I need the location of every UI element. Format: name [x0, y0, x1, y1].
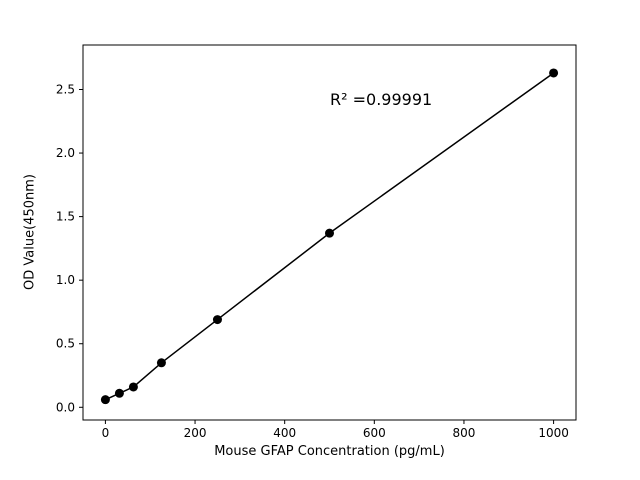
x-tick-label: 200 — [184, 426, 207, 440]
x-axis-label: Mouse GFAP Concentration (pg/mL) — [214, 444, 445, 459]
data-point — [100, 395, 110, 405]
y-tick-label: 1.5 — [56, 210, 75, 224]
data-point — [128, 382, 138, 392]
x-tick-label: 800 — [453, 426, 476, 440]
y-tick-label: 0.0 — [56, 400, 75, 414]
data-point — [156, 358, 166, 368]
y-tick-label: 0.5 — [56, 337, 75, 351]
y-tick-label: 2.5 — [56, 82, 75, 96]
r-squared-annotation: R² =0.99991 — [330, 90, 433, 109]
y-tick-label: 1.0 — [56, 273, 75, 287]
y-axis-label: OD Value(450nm) — [22, 174, 38, 290]
y-tick-label: 2.0 — [56, 146, 75, 160]
data-point — [212, 315, 222, 325]
data-point — [114, 388, 124, 398]
x-tick-label: 400 — [273, 426, 296, 440]
data-point — [325, 228, 334, 238]
plot-area — [82, 44, 577, 421]
x-tick-label: 600 — [363, 426, 386, 440]
data-point — [549, 68, 559, 78]
x-tick-label: 1000 — [538, 426, 569, 440]
x-tick-label: 0 — [102, 426, 110, 440]
